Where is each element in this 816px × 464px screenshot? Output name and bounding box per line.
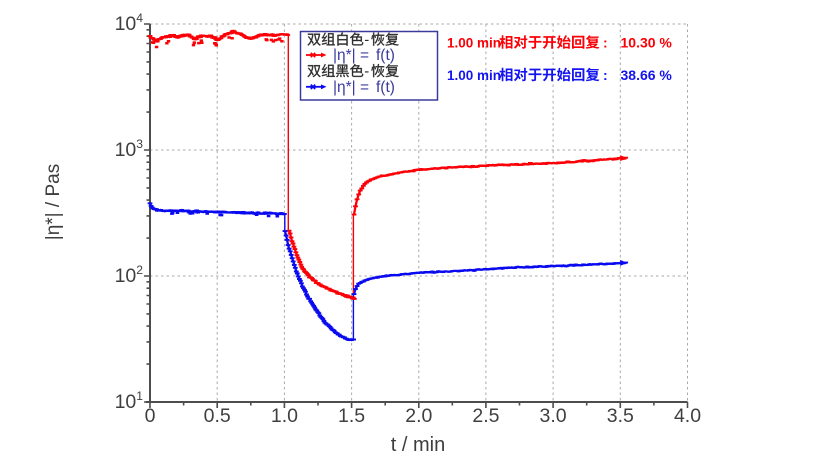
svg-text::: : xyxy=(603,67,608,83)
svg-text:10.30 %: 10.30 % xyxy=(621,35,673,51)
svg-text:1.00 min: 1.00 min xyxy=(447,68,501,83)
svg-text:|η*|: |η*| xyxy=(333,79,356,96)
svg-text:t / min: t / min xyxy=(391,434,445,456)
svg-text:0.5: 0.5 xyxy=(204,405,231,427)
svg-text::: : xyxy=(603,35,608,51)
svg-text:2.5: 2.5 xyxy=(472,405,499,427)
svg-text:1.00 min: 1.00 min xyxy=(447,36,501,51)
svg-text:f(t): f(t) xyxy=(376,79,395,96)
svg-text:38.66 %: 38.66 % xyxy=(621,67,673,83)
svg-text:1.5: 1.5 xyxy=(338,405,365,427)
svg-text:3.5: 3.5 xyxy=(607,405,634,427)
svg-text:|η*|: |η*| xyxy=(333,47,356,64)
svg-text:-: - xyxy=(364,63,369,80)
svg-text:3.0: 3.0 xyxy=(540,405,567,427)
svg-text:|η*| / Pas: |η*| / Pas xyxy=(43,164,64,240)
svg-text:4.0: 4.0 xyxy=(674,405,701,427)
svg-text:-: - xyxy=(364,32,369,49)
svg-text:2.0: 2.0 xyxy=(405,405,432,427)
svg-text:f(t): f(t) xyxy=(376,47,395,64)
svg-text:0: 0 xyxy=(145,405,156,427)
svg-text:=: = xyxy=(360,79,369,96)
svg-text:1.0: 1.0 xyxy=(271,405,298,427)
svg-text:=: = xyxy=(360,47,369,64)
